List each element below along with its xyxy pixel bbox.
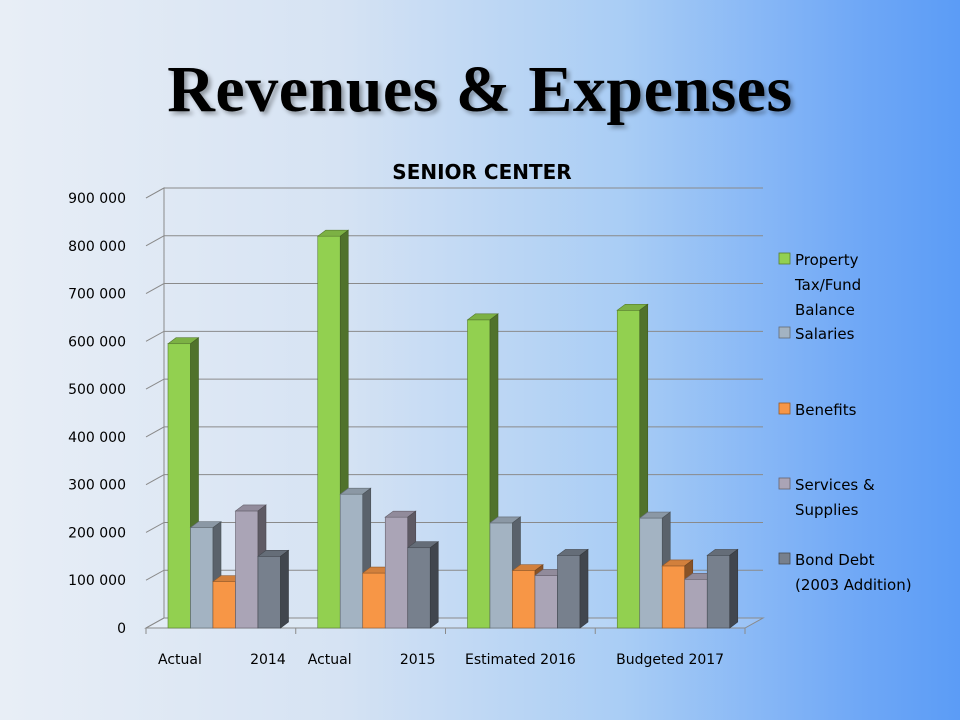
- legend-label: (2003 Addition): [795, 576, 912, 594]
- x-tick-label: Estimated 2016: [465, 652, 576, 668]
- gridline: [145, 187, 763, 199]
- legend-label: Balance: [795, 301, 855, 319]
- legend-label: Tax/Fund: [794, 276, 861, 294]
- legend-label: Bond Debt: [795, 551, 875, 569]
- y-tick-label: 500 000: [68, 382, 126, 398]
- bar: [467, 319, 491, 629]
- bar: [534, 575, 558, 629]
- side-wall: [145, 187, 165, 629]
- y-tick-label: 400 000: [68, 430, 126, 446]
- legend-label: Salaries: [795, 325, 855, 343]
- legend-label: Benefits: [795, 401, 857, 419]
- bar: [706, 555, 731, 629]
- y-tick-label: 100 000: [68, 573, 126, 589]
- y-tick-label: 600 000: [68, 334, 126, 350]
- bar: [407, 547, 431, 629]
- bar: [639, 517, 663, 629]
- bar: [362, 572, 386, 629]
- bar: [257, 556, 281, 629]
- bar-side: [579, 548, 589, 629]
- bar-side: [280, 549, 289, 629]
- bars: [167, 229, 739, 629]
- bar: [557, 555, 581, 629]
- x-tick-label: Actual 2014: [158, 652, 286, 668]
- bar: [489, 522, 513, 629]
- y-tick-label: 300 000: [68, 478, 126, 494]
- bar: [317, 235, 341, 629]
- legend-label: Property: [795, 251, 859, 269]
- legend-swatch: [778, 402, 791, 415]
- bar: [190, 527, 214, 629]
- legend-swatch: [778, 477, 791, 490]
- y-tick-label: 200 000: [68, 525, 126, 541]
- gridline: [145, 235, 763, 247]
- legend-label: Services &: [795, 476, 875, 494]
- gridline: [145, 330, 763, 342]
- bar: [212, 581, 236, 629]
- bar-side: [729, 548, 739, 629]
- gridline: [145, 283, 763, 294]
- x-tick-label: Budgeted 2017: [616, 652, 724, 668]
- y-tick-label: 0: [117, 621, 126, 637]
- y-tick-label: 800 000: [68, 239, 126, 255]
- bar: [616, 309, 641, 629]
- bar: [661, 565, 686, 629]
- gridline: [145, 521, 763, 533]
- y-axis: 0 100 000 200 000 300 000 400 000 500 000 600 …: [68, 191, 126, 637]
- bar-side: [429, 541, 439, 629]
- bar: [235, 510, 259, 629]
- x-tick-label: Actual 2015: [308, 652, 436, 668]
- gridline: [145, 474, 763, 486]
- slide-title: Revenues & Expenses: [167, 53, 793, 126]
- gridline: [145, 426, 763, 438]
- x-axis: Actual 2014 Actual 2015 Estimated 2016 Budget…: [145, 628, 746, 668]
- bar: [384, 516, 409, 629]
- gridlines: [144, 187, 765, 629]
- legend-swatch: [778, 252, 791, 265]
- bar: [684, 578, 708, 629]
- legend-label: Supplies: [795, 501, 859, 519]
- y-tick-label: 700 000: [68, 287, 126, 303]
- bar: [339, 493, 364, 629]
- legend-swatch: [778, 326, 791, 339]
- chart-title: SENIOR CENTER: [392, 160, 571, 184]
- legend: Property Tax/Fund Balance Salaries Benefits S…: [778, 251, 912, 594]
- bar: [512, 570, 536, 629]
- legend-swatch: [778, 552, 791, 565]
- y-tick-label: 900 000: [68, 191, 126, 207]
- gridline: [145, 378, 763, 390]
- bar: [167, 343, 191, 629]
